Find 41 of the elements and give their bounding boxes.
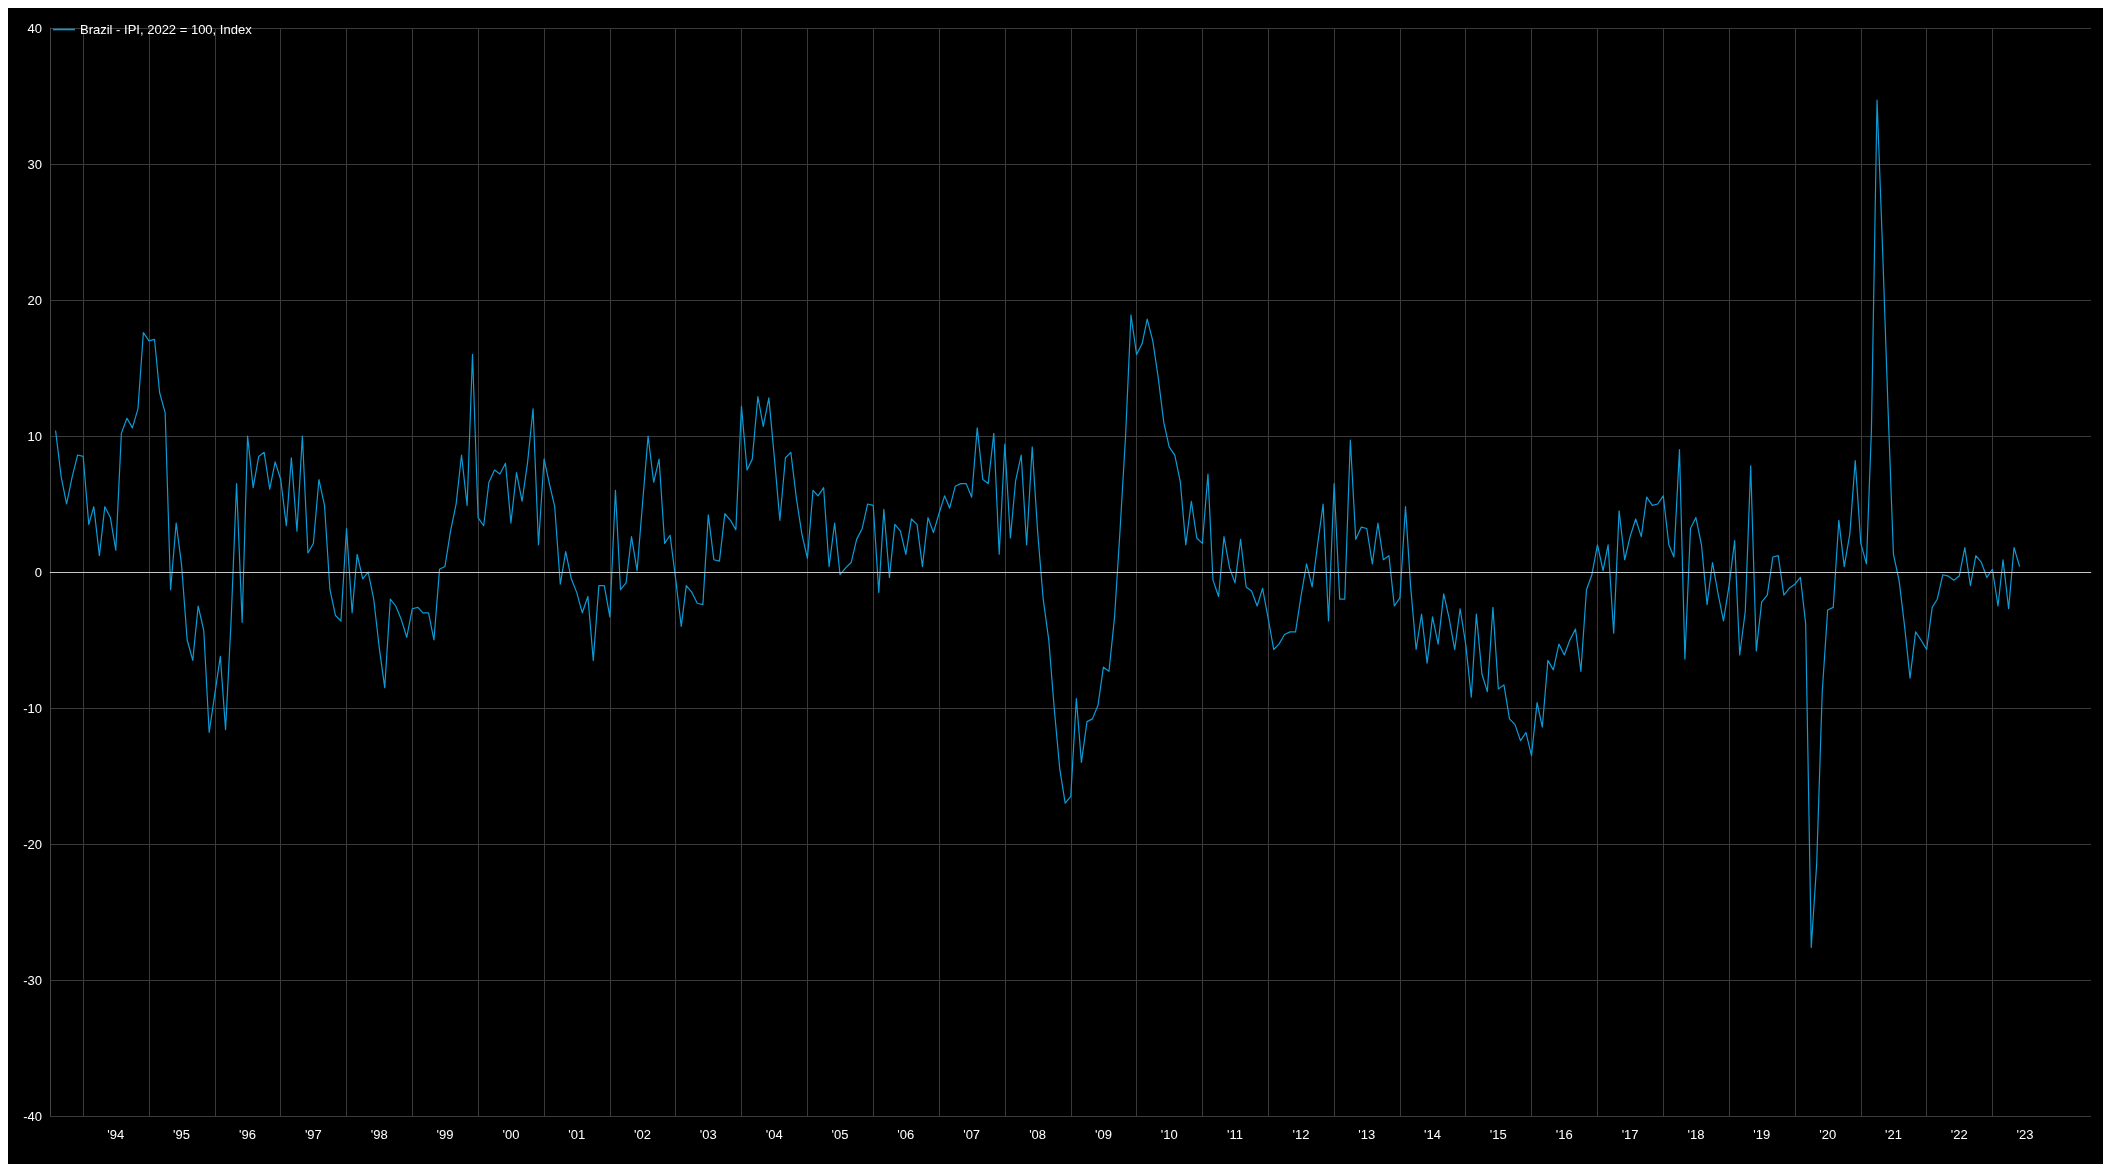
x-tick-label: '20: [1819, 1127, 1837, 1142]
y-tick-label: -10: [23, 700, 42, 716]
x-tick-label: '97: [304, 1127, 322, 1142]
x-tick-label: '03: [699, 1127, 717, 1142]
x-tick-label: '17: [1621, 1127, 1639, 1142]
y-tick-label: 0: [34, 564, 42, 580]
x-tick-label: '15: [1489, 1127, 1507, 1142]
x-tick-label: '22: [1950, 1127, 1968, 1142]
x-tick-label: '01: [568, 1127, 586, 1142]
x-tick-label: '18: [1687, 1127, 1705, 1142]
x-tick-label: '10: [1160, 1127, 1178, 1142]
y-tick-label: -40: [23, 1108, 42, 1124]
x-tick-label: '99: [436, 1127, 454, 1142]
x-tick-label: '95: [173, 1127, 191, 1142]
x-tick-label: '94: [107, 1127, 125, 1142]
y-tick-label: -20: [23, 836, 42, 852]
y-tick-label: -30: [23, 972, 42, 988]
x-tick-label: '02: [634, 1127, 651, 1142]
x-tick-label: '07: [963, 1127, 981, 1142]
x-tick-label: '96: [239, 1127, 257, 1142]
x-tick-label: '12: [1292, 1127, 1310, 1142]
y-tick-label: 40: [27, 20, 42, 36]
x-tick-label: '23: [2016, 1127, 2034, 1142]
x-tick-label: '11: [1226, 1127, 1243, 1142]
y-tick-label: 30: [27, 156, 42, 172]
y-tick-label: 10: [27, 428, 42, 444]
x-tick-label: '13: [1358, 1127, 1376, 1142]
line-series: [54, 99, 2021, 948]
x-tick-label: '06: [897, 1127, 915, 1142]
x-tick-label: '16: [1555, 1127, 1573, 1142]
x-tick-label: '08: [1029, 1127, 1047, 1142]
x-tick-label: '19: [1753, 1127, 1771, 1142]
x-tick-label: '21: [1884, 1127, 1902, 1142]
legend-label: Brazil - IPI, 2022 = 100, Index: [80, 22, 253, 37]
x-tick-label: '14: [1424, 1127, 1442, 1142]
x-tick-label: '05: [831, 1127, 849, 1142]
x-tick-label: '04: [765, 1127, 783, 1142]
x-tick-label: '09: [1094, 1127, 1112, 1142]
y-tick-label: 20: [27, 292, 42, 308]
x-tick-label: '00: [502, 1127, 520, 1142]
x-tick-label: '98: [370, 1127, 388, 1142]
